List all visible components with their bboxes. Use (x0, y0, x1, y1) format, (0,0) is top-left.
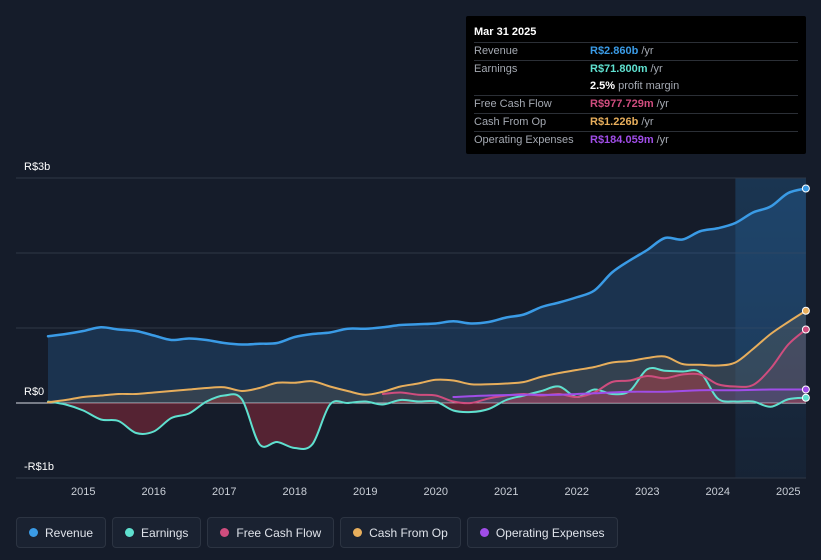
tooltip-unit: /yr (650, 63, 663, 75)
revenue-area (48, 188, 806, 403)
cfo-end-marker (801, 306, 810, 315)
tooltip-value: R$1.226b (590, 116, 639, 128)
tooltip-label: Earnings (474, 63, 518, 75)
fcf-area (382, 329, 806, 404)
x-tick-label: 2021 (494, 486, 518, 498)
tooltip-row-earnings: Earnings R$71.800m /yr (474, 60, 798, 78)
x-tick-label: 2015 (71, 486, 95, 498)
chart-area: R$3b R$0 -R$1b 2015 2016 2017 2018 2019 2020 202… (16, 161, 810, 498)
legend-dot-icon (479, 528, 489, 537)
legend-dot-icon (220, 528, 230, 537)
tooltip-row-cfo: Cash From Op R$1.226b /yr (474, 113, 798, 131)
y-tick-label: -R$1b (24, 461, 54, 473)
legend-label: Revenue (45, 525, 94, 540)
x-tick-label: 2016 (142, 486, 166, 498)
revenue-end-marker (801, 184, 810, 193)
tooltip-unit: /yr (641, 116, 654, 128)
tooltip-label: Cash From Op (474, 116, 547, 128)
tooltip-label-empty (474, 78, 590, 95)
tooltip-row-opex: Operating Expenses R$184.059m /yr (474, 131, 798, 149)
opex-line (452, 388, 807, 398)
x-tick-label: 2022 (565, 486, 589, 498)
legend-dot-icon (125, 528, 135, 537)
legend-dot-icon (353, 528, 363, 537)
legend-item-opex[interactable]: Operating Expenses (466, 517, 618, 548)
legend-item-cfo[interactable]: Cash From Op (340, 517, 461, 548)
legend-dot-icon (29, 528, 38, 537)
tooltip-row-margin: 2.5% profit margin (474, 78, 798, 95)
tooltip-row-fcf: Free Cash Flow R$977.729m /yr (474, 95, 798, 113)
y-tick-label: R$3b (24, 161, 50, 173)
legend-item-earnings[interactable]: Earnings (112, 517, 202, 548)
x-tick-label: 2018 (283, 486, 307, 498)
series-end-markers (801, 184, 810, 402)
tooltip-value: R$977.729m (590, 98, 654, 110)
x-tick-label: 2024 (706, 486, 730, 498)
x-tick-label: 2019 (353, 486, 377, 498)
cfo-line (47, 309, 807, 404)
earnings-end-marker (801, 393, 810, 402)
legend-label: Operating Expenses (495, 525, 605, 540)
legend-item-revenue[interactable]: Revenue (16, 517, 107, 548)
tooltip-value: R$184.059m (590, 134, 654, 146)
x-axis-labels: 2015 2016 2017 2018 2019 2020 2021 2022 2023 2024… (71, 486, 800, 498)
y-axis-labels: R$3b R$0 -R$1b (24, 161, 54, 473)
tooltip-margin-text: profit margin (618, 80, 680, 92)
tooltip-value: R$71.800m (590, 63, 648, 75)
tooltip-row-revenue: Revenue R$2.860b /yr (474, 42, 798, 60)
series-areas (48, 188, 806, 449)
chart-legend: Revenue Earnings Free Cash Flow Cash Fro… (16, 517, 618, 548)
legend-label: Free Cash Flow (236, 525, 322, 540)
tooltip-label: Operating Expenses (474, 134, 574, 146)
cfo-area (48, 310, 806, 403)
tooltip-margin-value: 2.5% (590, 80, 616, 92)
x-tick-label: 2023 (635, 486, 659, 498)
tooltip-label: Free Cash Flow (474, 98, 552, 110)
earnings-line (47, 367, 807, 450)
tooltip-value: R$2.860b (590, 45, 639, 57)
tooltip-date: Mar 31 2025 (474, 26, 537, 38)
tooltip-unit: /yr (641, 45, 654, 57)
y-tick-label: R$0 (24, 386, 44, 398)
fcf-end-marker (801, 325, 810, 334)
data-tooltip: Mar 31 2025 Revenue R$2.860b /yr Earning… (466, 16, 806, 154)
tooltip-unit: /yr (656, 98, 669, 110)
x-tick-label: 2017 (212, 486, 236, 498)
legend-item-fcf[interactable]: Free Cash Flow (207, 517, 335, 548)
legend-label: Cash From Op (369, 525, 448, 540)
revenue-line (46, 187, 808, 346)
tooltip-label: Revenue (474, 45, 519, 57)
x-tick-label: 2025 (776, 486, 800, 498)
series-lines (46, 187, 808, 450)
legend-label: Earnings (141, 525, 189, 540)
tooltip-unit: /yr (656, 134, 669, 146)
opex-end-marker (801, 385, 810, 394)
x-tick-label: 2020 (424, 486, 448, 498)
